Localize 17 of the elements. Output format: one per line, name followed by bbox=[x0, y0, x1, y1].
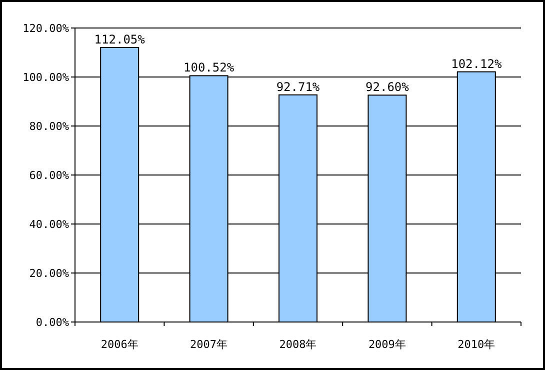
data-label: 92.71% bbox=[276, 80, 320, 94]
x-tick-label: 2010年 bbox=[458, 338, 496, 351]
data-label: 112.05% bbox=[94, 32, 146, 46]
data-label: 100.52% bbox=[184, 60, 235, 75]
y-tick-label: 0.00% bbox=[36, 316, 70, 329]
x-tick-label: 2006年 bbox=[100, 338, 138, 351]
y-tick-label: 60.00% bbox=[29, 169, 70, 182]
data-label: 102.12% bbox=[451, 56, 502, 71]
x-tick-label: 2009年 bbox=[368, 338, 406, 351]
x-tick-label: 2008年 bbox=[279, 338, 317, 351]
data-label: 92.60% bbox=[366, 80, 410, 94]
y-tick-label: 40.00% bbox=[29, 218, 70, 231]
y-tick-label: 20.00% bbox=[29, 267, 70, 280]
x-tick-label: 2007年 bbox=[190, 338, 228, 351]
y-tick-label: 100.00% bbox=[22, 71, 70, 84]
y-tick-label: 120.00% bbox=[22, 22, 70, 35]
y-tick-label: 80.00% bbox=[29, 120, 70, 133]
